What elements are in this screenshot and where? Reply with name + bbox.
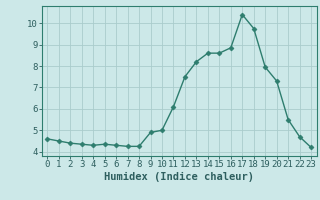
X-axis label: Humidex (Indice chaleur): Humidex (Indice chaleur)	[104, 172, 254, 182]
